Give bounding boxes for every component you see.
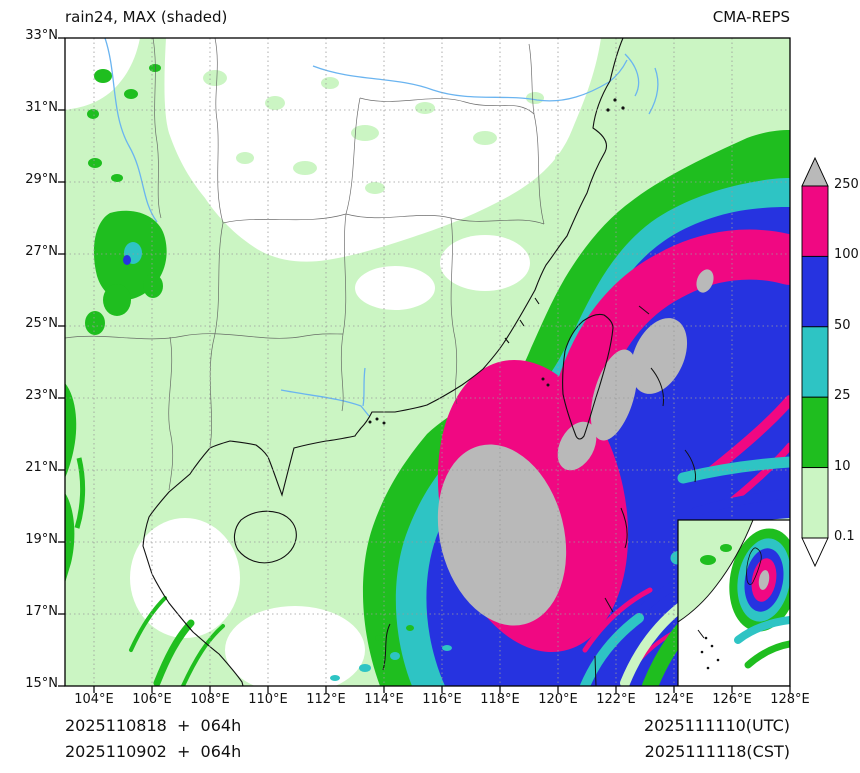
colorbar-extend-below [801, 537, 829, 568]
plot-title: rain24, MAX (shaded) [65, 8, 228, 26]
colorbar-label: 10 [834, 459, 851, 474]
x-tick-label: 112°E [306, 692, 346, 707]
x-tick-label: 128°E [770, 692, 810, 707]
colorbar-label: 50 [834, 318, 851, 333]
hainan-outline [233, 510, 297, 564]
colorbar-label: 250 [834, 177, 859, 192]
y-tick-label: 29°N [25, 172, 58, 187]
colorbar-seg-10-25 [801, 396, 829, 469]
colorbar-label: 25 [834, 388, 851, 403]
colorbar-label: 0.1 [834, 529, 855, 544]
colorbar [801, 156, 829, 568]
axis-ticks [58, 37, 791, 693]
rain-extreme-over-250 [437, 269, 714, 626]
province-borders [65, 38, 545, 491]
x-tick-label: 126°E [712, 692, 752, 707]
rain-band-100-250-ne [556, 229, 790, 415]
precip-map-canvas [58, 37, 791, 693]
colorbar-extend-above [801, 156, 829, 187]
colorbar-label: 100 [834, 247, 859, 262]
x-tick-label: 110°E [248, 692, 288, 707]
x-tick-label: 114°E [364, 692, 404, 707]
coastline [142, 38, 696, 686]
y-tick-label: 33°N [25, 28, 58, 43]
colorbar-seg-50-100 [801, 255, 829, 328]
y-tick-label: 15°N [25, 676, 58, 691]
scattered-cells [330, 625, 452, 681]
x-tick-label: 108°E [190, 692, 230, 707]
model-name: CMA-REPS [712, 8, 790, 26]
colorbar-seg-100-250 [801, 185, 829, 257]
valid-time-utc: 2025111110(UTC) [644, 716, 790, 735]
inset-taiwan-outline [746, 547, 762, 585]
y-tick-label: 19°N [25, 532, 58, 547]
graticule [65, 38, 790, 686]
valid-time-cst: 2025111118(CST) [644, 742, 790, 761]
taiwan-outline [562, 313, 614, 440]
no-rain-areas [65, 38, 601, 686]
x-tick-label: 118°E [480, 692, 520, 707]
y-tick-label: 25°N [25, 316, 58, 331]
y-tick-label: 17°N [25, 604, 58, 619]
inset-map [677, 519, 790, 686]
map-frame [64, 37, 791, 687]
y-tick-label: 27°N [25, 244, 58, 259]
china-coastline [142, 38, 624, 686]
y-tick-label: 23°N [25, 388, 58, 403]
west-rain-patches [65, 64, 225, 686]
rivers [104, 38, 659, 417]
colorbar-seg-01-10 [801, 467, 829, 539]
init-time-line-1: 2025110818 + 064h [65, 716, 242, 735]
colorbar-seg-25-50 [801, 326, 829, 398]
x-tick-label: 122°E [596, 692, 636, 707]
y-tick-label: 21°N [25, 460, 58, 475]
y-tick-label: 31°N [25, 100, 58, 115]
small-islands [368, 98, 625, 425]
misc-line-marks [382, 305, 696, 686]
x-tick-label: 106°E [132, 692, 172, 707]
x-tick-label: 120°E [538, 692, 578, 707]
light-rain-speckles [203, 70, 575, 213]
init-time-line-2: 2025110902 + 064h [65, 742, 242, 761]
x-tick-label: 104°E [74, 692, 114, 707]
x-tick-label: 116°E [422, 692, 462, 707]
x-tick-label: 124°E [654, 692, 694, 707]
